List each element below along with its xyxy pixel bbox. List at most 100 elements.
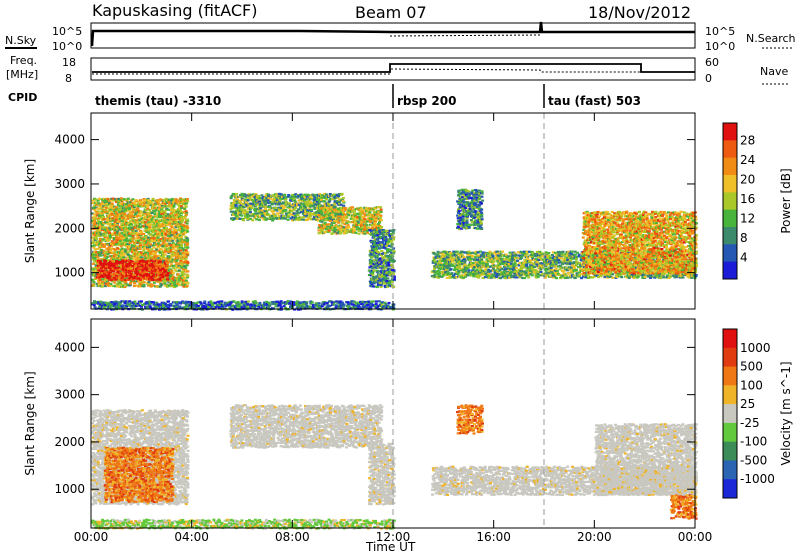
echo-cell [163, 237, 166, 239]
echo-cell [164, 270, 167, 272]
echo-cell [175, 201, 178, 203]
echo-cell [116, 247, 119, 249]
echo-cell [186, 237, 189, 239]
echo-cell [183, 208, 186, 210]
echo-cell [386, 277, 389, 279]
nsearch-tick-top: 10^5 [705, 25, 735, 38]
echo-cell [310, 209, 313, 211]
echo-cell [122, 254, 125, 256]
echo-cell [265, 217, 268, 219]
echo-cell [380, 219, 383, 221]
echo-cell [329, 217, 332, 219]
echo-cell [139, 223, 142, 225]
echo-cell [380, 250, 383, 252]
echo-cell [104, 263, 107, 265]
echo-cell [136, 272, 139, 274]
echo-cell [337, 213, 340, 215]
echo-cell [104, 260, 107, 262]
echo-cell [183, 217, 186, 219]
echo-cell [186, 270, 189, 272]
echo-cell [379, 206, 382, 208]
echo-cell [144, 221, 147, 223]
echo-cell [261, 209, 264, 211]
echo-cell [127, 251, 130, 253]
echo-cell [125, 257, 128, 259]
echo-cell [127, 198, 130, 200]
freq-tick-bottom: 8 [65, 72, 72, 85]
echo-cell [147, 231, 150, 233]
echo-cell [323, 214, 326, 216]
echo-cell [309, 201, 312, 203]
echo-cell [276, 212, 279, 214]
echo-cell [371, 224, 374, 226]
echo-cell [342, 205, 345, 207]
nave-label: Nave [760, 65, 788, 78]
echo-cell [159, 271, 162, 273]
echo-cell [106, 220, 109, 222]
echo-cell [264, 208, 267, 210]
echo-cell [293, 212, 296, 214]
echo-cell [257, 195, 260, 197]
echo-cell [345, 216, 348, 218]
echo-cell [274, 215, 277, 217]
echo-cell [380, 284, 383, 286]
echo-cell [347, 226, 350, 228]
echo-cell [171, 240, 174, 242]
freq-trace [92, 64, 695, 72]
echo-cell [166, 272, 169, 274]
echo-cell [143, 247, 146, 249]
echo-cell [321, 229, 324, 231]
echo-cell [378, 252, 381, 254]
echo-cell [95, 237, 98, 239]
echo-cell [342, 197, 345, 199]
echo-cell [122, 217, 125, 219]
echo-cell [287, 194, 290, 196]
echo-cell [121, 279, 124, 281]
echo-cell [178, 267, 181, 269]
echo-cell [171, 226, 174, 228]
echo-cell [272, 213, 275, 215]
echo-cell [138, 236, 141, 238]
echo-cell [179, 255, 182, 257]
echo-cell [303, 199, 306, 201]
echo-cell [186, 251, 189, 253]
echo-cell [123, 232, 126, 234]
echo-cell [180, 236, 183, 238]
echo-cell [97, 256, 100, 258]
echo-cell [138, 267, 141, 269]
echo-cell [161, 207, 164, 209]
echo-cell [148, 209, 151, 211]
echo-cell [185, 249, 188, 251]
echo-cell [154, 269, 157, 271]
nsearch-label: N.Search [746, 32, 796, 45]
echo-cell [143, 284, 146, 286]
echo-cell [167, 209, 170, 211]
echo-cell [387, 264, 390, 266]
nsky-tick-top: 10^5 [52, 25, 82, 38]
echo-cell [148, 255, 151, 257]
beam-title: Beam 07 [355, 3, 427, 22]
echo-region-4 [368, 229, 396, 288]
echo-cell [115, 279, 118, 281]
echo-cell [166, 277, 169, 279]
echo-cell [109, 283, 112, 285]
echo-cell [124, 248, 127, 250]
echo-cell [280, 205, 283, 207]
echo-cell [166, 264, 169, 266]
echo-cell [186, 222, 189, 224]
echo-cell [376, 286, 379, 288]
echo-cell [159, 261, 162, 263]
echo-cell [349, 221, 352, 223]
echo-cell [175, 270, 178, 272]
echo-cell [169, 228, 172, 230]
echo-cell [255, 218, 258, 220]
echo-cell [251, 219, 254, 221]
echo-cell [345, 232, 348, 234]
echo-cell [337, 222, 340, 224]
echo-cell [380, 211, 383, 213]
echo-cell [358, 233, 361, 235]
echo-cell [104, 234, 107, 236]
echo-cell [157, 237, 160, 239]
echo-cell [106, 256, 109, 258]
